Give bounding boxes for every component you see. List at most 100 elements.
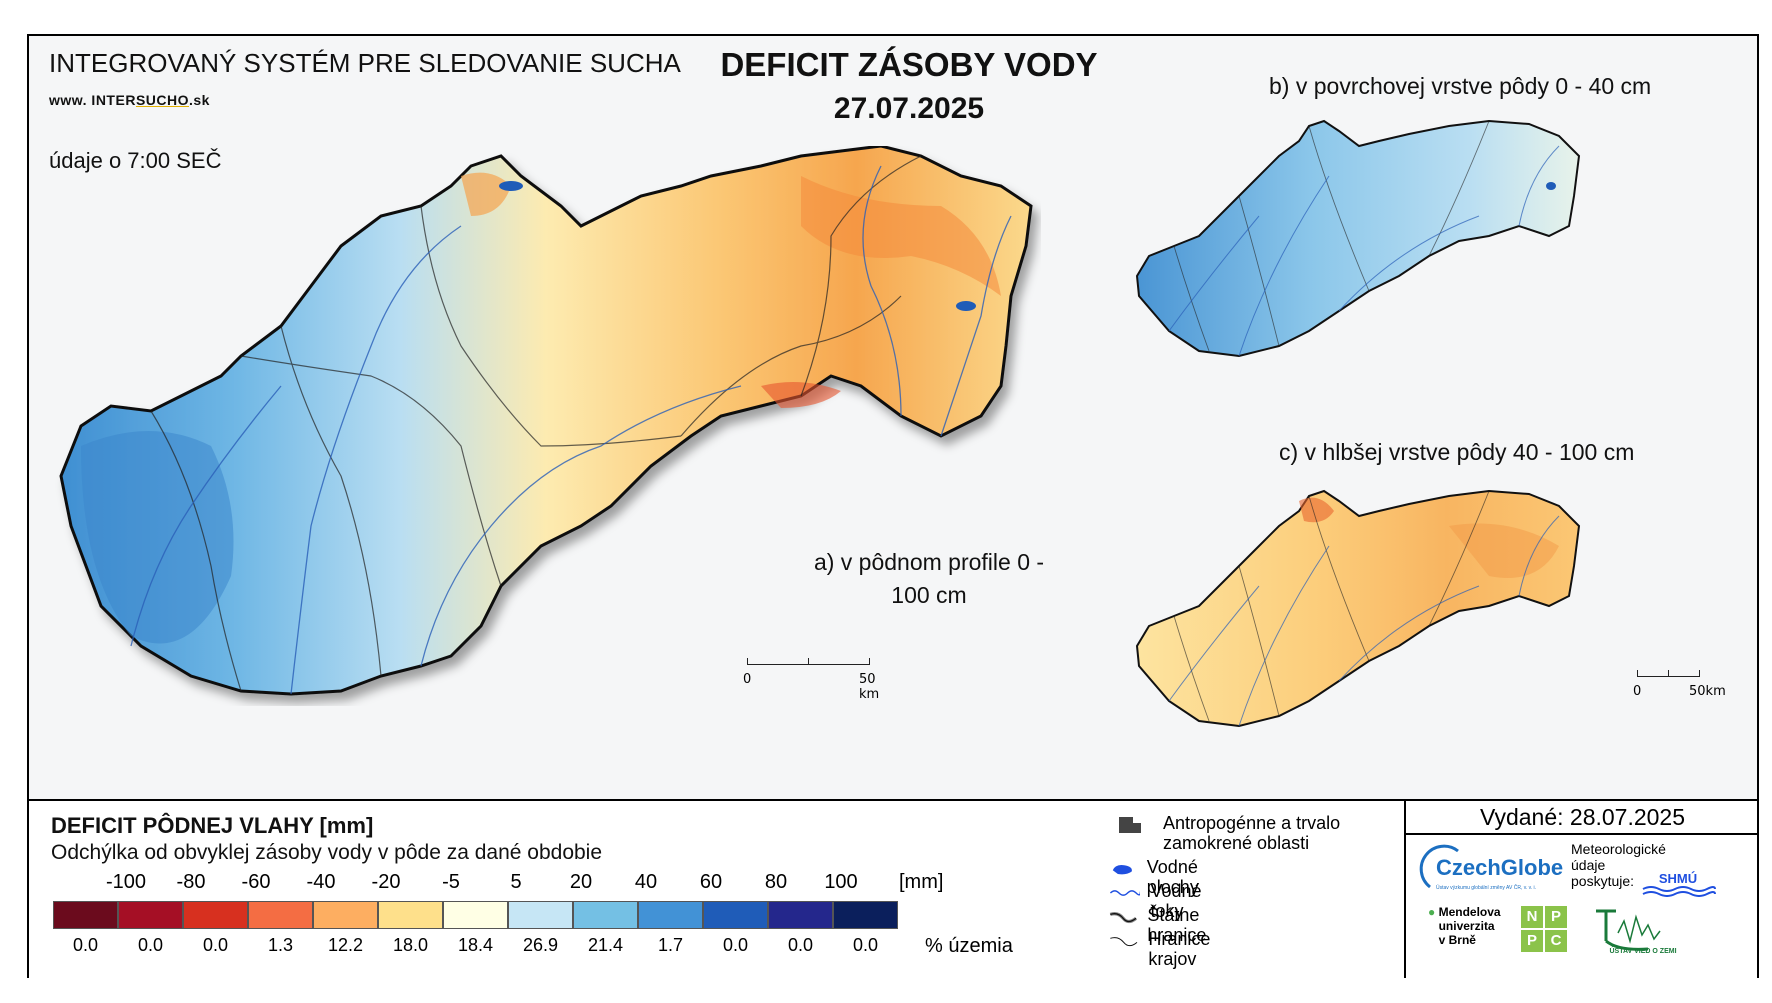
nppc-letter: P (1521, 930, 1543, 952)
legend-percentage: 21.4 (587, 935, 624, 955)
legend-edge: -5 (442, 871, 460, 893)
system-title: INTEGROVANÝ SYSTÉM PRE SLEDOVANIE SUCHA (49, 48, 681, 78)
uvz-text: ÚSTAV VIED O ZEMI (1609, 946, 1676, 955)
legend-swatch (313, 901, 378, 929)
slovakia-outline-c (1135, 489, 1581, 728)
legend-percentage: 1.3 (267, 935, 294, 955)
map-a-label: a) v pôdnom profile 0 - 100 cm (813, 549, 1045, 608)
legend-edge: -40 (306, 871, 336, 893)
main-scale-bar: 0 50 km (743, 658, 879, 702)
legend-percentage: 18.4 (457, 935, 494, 955)
issuer-box: Vydané: 28.07.2025 CzechGlobe Ústav výzk… (1404, 801, 1759, 978)
legend-urban: Antropogénne a trvalo zamokrené oblasti (1109, 813, 1363, 853)
map-frame: INTEGROVANÝ SYSTÉM PRE SLEDOVANIE SUCHA … (27, 34, 1759, 978)
nppc-letter: C (1545, 930, 1567, 952)
legend-swatch (378, 901, 443, 929)
legend-state-border: Štátne hranice (1109, 905, 1222, 945)
legend-region-border-label: Hranice krajov (1148, 929, 1211, 969)
legend-state-border-label: Štátne hranice (1147, 905, 1207, 945)
czechglobe-subtext: Ústav výzkumu globální změny AV ČR, v. v… (1436, 884, 1536, 891)
legend-rivers-label: Vodné toky (1150, 881, 1202, 921)
legend-percentage: 0.0 (137, 935, 164, 955)
legend-title: DEFICIT PÔDNEJ VLAHY [mm] (51, 813, 374, 838)
website-url[interactable]: www. INTERSUCHO.sk (49, 92, 210, 108)
legend-region-border: Hranice krajov (1109, 929, 1225, 969)
legend-swatch (53, 901, 118, 929)
legend-percentage: 26.9 (522, 935, 559, 955)
legend-edge: -100 (105, 871, 147, 893)
nppc-letter: N (1521, 906, 1543, 928)
legend-strip: DEFICIT PÔDNEJ VLAHY [mm] Odchýlka od ob… (29, 799, 1759, 978)
legend-percentage: 0.0 (722, 935, 749, 955)
url-brand: SUCHO (135, 92, 189, 108)
map-c-deep-40-100 (1135, 489, 1581, 728)
legend-percentage: 18.0 (392, 935, 429, 955)
percentage-unit-label: % územia (925, 935, 1013, 957)
legend-unit: [mm] (899, 871, 944, 893)
czechglobe-text: CzechGlobe (1436, 855, 1563, 880)
legend-swatch (703, 901, 768, 929)
meteo-provider-label: Meteorologické údaje poskytuje: (1571, 841, 1666, 889)
legend-edge: 40 (634, 871, 658, 893)
legend-swatch (248, 901, 313, 929)
legend-edge: 5 (510, 871, 522, 893)
legend-urban-label: Antropogénne a trvalo zamokrené oblasti (1163, 813, 1341, 853)
shmu-logo[interactable]: SHMÚ (1641, 869, 1716, 897)
main-map-profile-0-100 (59, 146, 1033, 696)
legend-percentage: 1.7 (657, 935, 684, 955)
legend-rivers: Vodné toky (1109, 881, 1214, 921)
legend-swatch (768, 901, 833, 929)
legend-edge: 80 (764, 871, 788, 893)
river-icon (1109, 890, 1141, 896)
legend-subtitle: Odchýlka od obvyklej zásoby vody v pôde … (51, 841, 603, 864)
nppc-letter: P (1545, 906, 1567, 928)
small-scale-zero: 0 (1633, 684, 1642, 699)
legend-swatch (638, 901, 703, 929)
legend-swatch (573, 901, 638, 929)
state-border-icon (1109, 912, 1138, 924)
scale-segment (808, 658, 870, 665)
map-b-surface-0-40 (1135, 119, 1581, 358)
water-body-icon (1112, 865, 1132, 875)
page-title: DEFICIT ZÁSOBY VODY (720, 46, 1098, 83)
legend-edge: 100 (824, 871, 858, 893)
legend-swatch (118, 901, 183, 929)
scale-end: 50 km (859, 672, 880, 702)
mendel-logo[interactable]: ● Mendelova univerzita v Brně (1428, 905, 1501, 947)
region-border-icon (1110, 937, 1138, 947)
legend-edge: -20 (371, 871, 401, 893)
legend-water: Vodné plochy (1109, 857, 1215, 897)
legend-edge: 60 (699, 871, 723, 893)
small-scale-bar: 0 50km (1633, 670, 1726, 700)
legend-water-label: Vodné plochy (1146, 857, 1199, 897)
data-time: údaje o 7:00 SEČ (49, 148, 222, 173)
legend-percentage: 0.0 (202, 935, 229, 955)
czechglobe-logo[interactable]: CzechGlobe Ústav výzkumu globální změny … (1418, 843, 1568, 897)
legend-swatch (833, 901, 898, 929)
nppc-logo[interactable]: N P P C (1521, 906, 1567, 952)
map-date: 27.07.2025 (833, 92, 985, 125)
urban-area-icon (1119, 817, 1141, 833)
legend-color-scale (53, 901, 898, 929)
legend-swatch (183, 901, 248, 929)
legend-swatch (508, 901, 573, 929)
scale-segment (1637, 670, 1669, 677)
scale-segment (1668, 670, 1700, 677)
map-b-label: b) v povrchovej vrstve pôdy 0 - 40 cm (1269, 73, 1652, 99)
map-c-label: c) v hlbšej vrstve pôdy 40 - 100 cm (1279, 439, 1635, 465)
legend-percentage: 12.2 (327, 935, 364, 955)
mendel-text: Mendelova univerzita v Brně (1438, 905, 1501, 947)
scale-zero: 0 (743, 672, 752, 687)
slovakia-outline-b (1135, 119, 1581, 358)
slovakia-outline-main (59, 146, 1033, 696)
legend-percentage: 0.0 (72, 935, 99, 955)
legend-edge: 20 (569, 871, 593, 893)
shmu-text: SHMÚ (1659, 871, 1697, 886)
legend-percentage: 0.0 (852, 935, 879, 955)
scale-segment (747, 658, 809, 665)
issued-date: Vydané: 28.07.2025 (1406, 801, 1759, 835)
uvz-logo[interactable]: ÚSTAV VIED O ZEMI (1588, 905, 1698, 957)
legend-percentages: 0.0 0.0 0.0 1.3 12.2 18.0 18.4 26.9 21.4… (53, 935, 898, 956)
legend-edge: -60 (241, 871, 271, 893)
url-prefix: www. INTER (49, 92, 136, 108)
